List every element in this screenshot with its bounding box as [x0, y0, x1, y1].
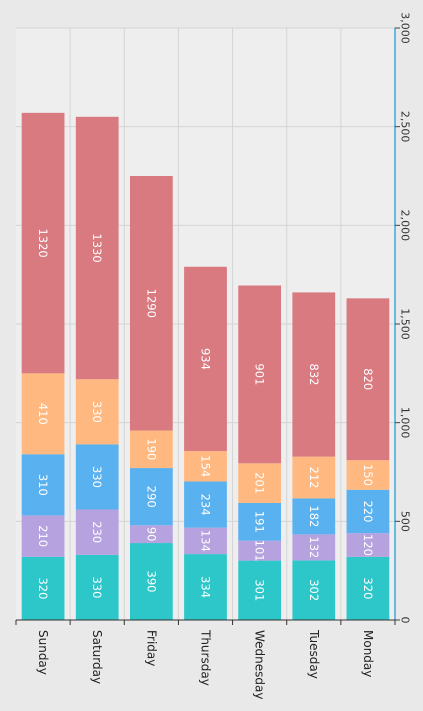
data-label: 154: [199, 455, 213, 477]
data-label: 290: [144, 486, 158, 508]
bar-segment-friday-3[interactable]: [129, 468, 173, 526]
bar-segment-saturday-4[interactable]: [75, 379, 119, 445]
bar-segment-sunday-2[interactable]: [21, 515, 65, 557]
bar-segment-sunday-5[interactable]: [21, 112, 65, 374]
data-label: 832: [307, 364, 321, 386]
bar-segment-friday-1[interactable]: [129, 543, 173, 620]
data-label: 201: [253, 472, 267, 494]
value-axis-tick-label: 2,000: [399, 210, 412, 242]
data-label: 210: [36, 525, 50, 547]
bar-segment-saturday-5[interactable]: [75, 116, 119, 380]
bar-segment-tuesday-4[interactable]: [292, 456, 336, 499]
data-label: 1320: [36, 228, 50, 257]
data-label: 134: [199, 530, 213, 552]
data-label: 330: [90, 401, 104, 423]
bar-segment-wednesday-4[interactable]: [238, 463, 282, 503]
data-label: 191: [253, 511, 267, 533]
bar-segment-monday-2[interactable]: [346, 533, 390, 557]
value-axis-tick-label: 3,000: [399, 12, 412, 44]
value-axis-tick-label: 2,500: [399, 111, 412, 142]
value-axis-tick-label: 1,500: [399, 308, 412, 340]
data-label: 934: [199, 348, 213, 370]
data-label: 301: [253, 579, 267, 601]
data-label: 90: [144, 527, 158, 542]
bar-segment-friday-2[interactable]: [129, 525, 173, 544]
bar-segment-sunday-4[interactable]: [21, 373, 65, 455]
bar-segment-tuesday-2[interactable]: [292, 534, 336, 561]
data-label: 132: [307, 536, 321, 558]
bar-segment-saturday-2[interactable]: [75, 509, 119, 555]
data-label: 220: [361, 500, 375, 522]
bar-segment-friday-5[interactable]: [129, 176, 173, 431]
value-axis-tick-label: 0: [399, 617, 412, 624]
data-label: 101: [253, 540, 267, 562]
data-label: 334: [199, 576, 213, 598]
bar-segment-tuesday-3[interactable]: [292, 498, 336, 535]
data-label: 410: [36, 403, 50, 425]
data-label: 234: [199, 494, 213, 516]
data-label: 120: [361, 534, 375, 556]
bar-segment-sunday-1[interactable]: [21, 556, 65, 620]
data-label: 190: [144, 438, 158, 460]
bar-segment-monday-1[interactable]: [346, 556, 390, 620]
bar-segment-sunday-3[interactable]: [21, 454, 65, 516]
data-label: 330: [90, 466, 104, 488]
bar-segment-wednesday-5[interactable]: [238, 285, 282, 464]
data-label: 182: [307, 505, 321, 527]
bar-segment-friday-4[interactable]: [129, 430, 173, 469]
data-label: 150: [361, 464, 375, 486]
bar-segment-wednesday-2[interactable]: [238, 540, 282, 561]
bar-segment-thursday-4[interactable]: [184, 451, 227, 482]
data-label: 212: [307, 467, 321, 489]
data-label: 302: [307, 579, 321, 601]
category-label-wednesday: Wednesday: [253, 630, 267, 699]
category-label-saturday: Saturday: [90, 630, 104, 684]
data-label: 1330: [90, 233, 104, 262]
plot-area: 3202103104101320330230330330133039090290…: [15, 12, 412, 699]
data-label: 330: [90, 576, 104, 598]
bar-segment-wednesday-3[interactable]: [238, 502, 282, 541]
data-label: 320: [36, 577, 50, 599]
data-label: 390: [144, 571, 158, 593]
data-label: 1290: [144, 289, 158, 318]
bar-segment-thursday-3[interactable]: [184, 481, 227, 528]
bar-segment-saturday-3[interactable]: [75, 444, 119, 510]
data-label: 230: [90, 521, 104, 543]
data-label: 901: [253, 363, 267, 385]
category-label-monday: Monday: [361, 630, 375, 677]
bar-segment-monday-4[interactable]: [346, 460, 390, 490]
bar-segment-thursday-1[interactable]: [184, 554, 227, 620]
bar-segment-tuesday-5[interactable]: [292, 292, 336, 457]
data-label: 320: [361, 577, 375, 599]
bar-segment-thursday-5[interactable]: [184, 266, 227, 452]
value-axis-tick-label: 1,000: [399, 407, 412, 439]
category-label-friday: Friday: [144, 630, 158, 666]
bar-segment-monday-5[interactable]: [346, 298, 390, 461]
bar-segment-thursday-2[interactable]: [184, 527, 227, 555]
value-axis-tick-label: 500: [399, 511, 412, 532]
category-label-tuesday: Tuesday: [307, 629, 321, 679]
data-label: 820: [361, 368, 375, 390]
bar-segment-tuesday-1[interactable]: [292, 560, 336, 620]
bar-segment-monday-3[interactable]: [346, 489, 390, 534]
category-label-thursday: Thursday: [199, 629, 213, 686]
bar-segment-saturday-1[interactable]: [75, 554, 119, 620]
data-label: 310: [36, 474, 50, 496]
bar-segment-wednesday-1[interactable]: [238, 560, 282, 620]
category-label-sunday: Sunday: [36, 630, 50, 675]
